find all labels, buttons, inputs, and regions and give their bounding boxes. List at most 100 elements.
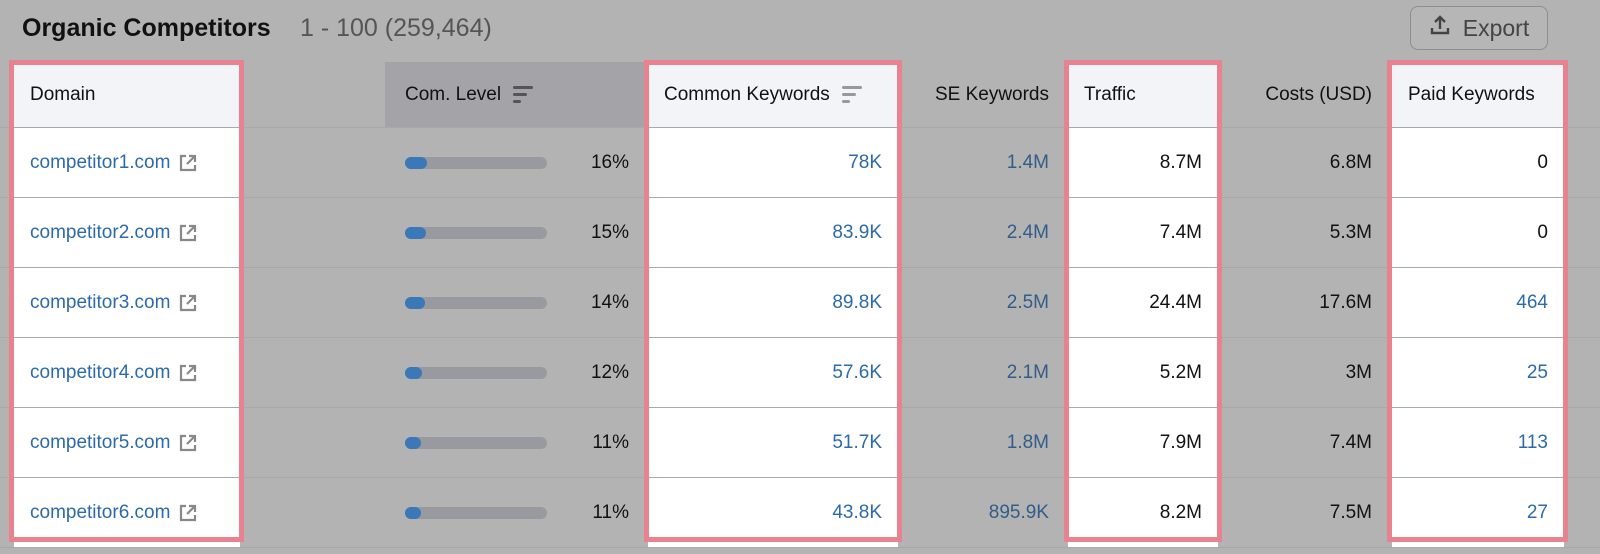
col-com-level[interactable]: Com. Level	[385, 62, 645, 127]
costs-cell: 3M	[1345, 361, 1372, 383]
common-keywords-link[interactable]: 43.8K	[832, 501, 882, 523]
com-level-cell: 15%	[385, 198, 645, 267]
domain-link[interactable]: competitor2.com	[30, 221, 171, 243]
se-keywords-link[interactable]: 1.4M	[1006, 151, 1049, 173]
paid-keywords-value: 0	[1537, 151, 1548, 173]
export-button[interactable]: Export	[1410, 6, 1548, 50]
common-keywords-cell: 89.8K	[648, 268, 898, 337]
common-keywords-link[interactable]: 57.6K	[832, 361, 882, 383]
com-level-cell: 14%	[385, 268, 645, 337]
se-keywords-link[interactable]: 1.8M	[1006, 431, 1049, 453]
col-common-keywords-label: Common Keywords	[664, 83, 830, 105]
sort-icon[interactable]	[513, 86, 534, 103]
paid-keywords-value[interactable]: 113	[1517, 431, 1548, 453]
common-keywords-link[interactable]: 51.7K	[832, 431, 882, 453]
com-level-cell: 11%	[385, 408, 645, 477]
external-link-icon[interactable]	[178, 503, 198, 523]
common-keywords-cell: 57.6K	[648, 338, 898, 407]
table-row: competitor3.com 14% 89.8K 2.5M 24.4M 17.…	[0, 268, 1600, 338]
export-label: Export	[1462, 14, 1530, 41]
com-level-value: 11%	[592, 501, 629, 523]
com-level-bar	[405, 436, 547, 449]
se-keywords-cell: 2.5M	[898, 268, 1065, 337]
common-keywords-cell: 78K	[648, 128, 898, 197]
col-costs[interactable]: Costs (USD)	[1265, 83, 1372, 105]
col-common-keywords[interactable]: Common Keywords	[648, 62, 898, 127]
domain-cell: competitor5.com	[14, 408, 240, 477]
traffic-cell: 7.4M	[1068, 198, 1218, 267]
common-keywords-link[interactable]: 89.8K	[832, 291, 882, 313]
domain-cell: competitor6.com	[14, 478, 240, 547]
common-keywords-cell: 43.8K	[648, 478, 898, 547]
col-domain[interactable]: Domain	[14, 62, 240, 127]
paid-keywords-cell: 25	[1392, 338, 1564, 407]
traffic-cell: 5.2M	[1068, 338, 1218, 407]
paid-keywords-value[interactable]: 464	[1516, 291, 1548, 313]
traffic-cell: 8.2M	[1068, 478, 1218, 547]
paid-keywords-value[interactable]: 27	[1526, 501, 1548, 523]
col-paid-keywords[interactable]: Paid Keywords	[1392, 62, 1564, 127]
se-keywords-link[interactable]: 2.1M	[1006, 361, 1049, 383]
com-level-bar	[405, 226, 547, 239]
com-level-value: 15%	[590, 221, 629, 243]
domain-link[interactable]: competitor5.com	[30, 431, 171, 453]
table-row: competitor4.com 12% 57.6K 2.1M 5.2M 3M 2…	[0, 338, 1600, 408]
costs-cell: 7.5M	[1329, 501, 1372, 523]
upload-icon	[1429, 14, 1451, 42]
se-keywords-cell: 1.4M	[898, 128, 1065, 197]
common-keywords-cell: 83.9K	[648, 198, 898, 267]
paid-keywords-value[interactable]: 25	[1526, 361, 1548, 383]
se-keywords-link[interactable]: 2.4M	[1006, 221, 1049, 243]
domain-link[interactable]: competitor4.com	[30, 361, 171, 383]
domain-cell: competitor1.com	[14, 128, 240, 197]
se-keywords-cell: 1.8M	[898, 408, 1065, 477]
traffic-cell: 7.9M	[1068, 408, 1218, 477]
com-level-value: 12%	[590, 361, 629, 383]
costs-cell: 17.6M	[1319, 291, 1372, 313]
se-keywords-cell: 895.9K	[898, 478, 1065, 547]
costs-cell: 7.4M	[1329, 431, 1372, 453]
domain-link[interactable]: competitor6.com	[30, 501, 171, 523]
col-traffic[interactable]: Traffic	[1068, 62, 1218, 127]
common-keywords-link[interactable]: 78K	[848, 151, 882, 173]
com-level-bar	[405, 506, 547, 519]
se-keywords-link[interactable]: 895.9K	[988, 501, 1049, 523]
se-keywords-cell: 2.1M	[898, 338, 1065, 407]
page-title: Organic Competitors	[22, 14, 271, 42]
external-link-icon[interactable]	[178, 433, 198, 453]
external-link-icon[interactable]	[178, 153, 198, 173]
table-row: competitor2.com 15% 83.9K 2.4M 7.4M 5.3M…	[0, 198, 1600, 268]
common-keywords-cell: 51.7K	[648, 408, 898, 477]
traffic-cell: 8.7M	[1068, 128, 1218, 197]
table-row: competitor5.com 11% 51.7K 1.8M 7.9M 7.4M…	[0, 408, 1600, 478]
domain-link[interactable]: competitor1.com	[30, 151, 171, 173]
external-link-icon[interactable]	[178, 363, 198, 383]
paid-keywords-cell: 113	[1392, 408, 1564, 477]
com-level-bar	[405, 296, 547, 309]
com-level-bar	[405, 156, 547, 169]
table-row: competitor1.com 16% 78K 1.4M 8.7M 6.8M 0	[0, 128, 1600, 198]
table-row: competitor6.com 11% 43.8K 895.9K 8.2M 7.…	[0, 478, 1600, 548]
paid-keywords-cell: 27	[1392, 478, 1564, 547]
result-count: 1 - 100 (259,464)	[300, 14, 492, 42]
paid-keywords-value: 0	[1537, 221, 1548, 243]
com-level-cell: 12%	[385, 338, 645, 407]
common-keywords-link[interactable]: 83.9K	[832, 221, 882, 243]
sort-icon[interactable]	[841, 86, 862, 103]
com-level-cell: 11%	[385, 478, 645, 547]
se-keywords-cell: 2.4M	[898, 198, 1065, 267]
traffic-cell: 24.4M	[1068, 268, 1218, 337]
external-link-icon[interactable]	[178, 293, 198, 313]
costs-cell: 5.3M	[1329, 221, 1372, 243]
paid-keywords-cell: 0	[1392, 128, 1564, 197]
domain-cell: competitor2.com	[14, 198, 240, 267]
paid-keywords-cell: 464	[1392, 268, 1564, 337]
com-level-value: 14%	[590, 291, 629, 313]
paid-keywords-cell: 0	[1392, 198, 1564, 267]
domain-link[interactable]: competitor3.com	[30, 291, 171, 313]
se-keywords-link[interactable]: 2.5M	[1006, 291, 1049, 313]
com-level-cell: 16%	[385, 128, 645, 197]
external-link-icon[interactable]	[178, 223, 198, 243]
col-se-keywords[interactable]: SE Keywords	[934, 83, 1049, 105]
col-com-level-label: Com. Level	[405, 83, 502, 105]
